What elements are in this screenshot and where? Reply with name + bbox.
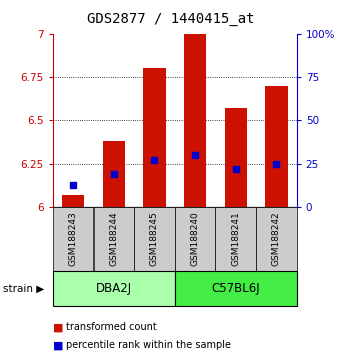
Bar	[224, 108, 247, 207]
Text: GSM188244: GSM188244	[109, 212, 118, 266]
Bar	[93, 207, 134, 271]
Bar	[265, 86, 287, 207]
Text: transformed count: transformed count	[66, 322, 157, 332]
Bar	[62, 195, 84, 207]
Text: GDS2877 / 1440415_at: GDS2877 / 1440415_at	[87, 12, 254, 27]
Bar	[175, 207, 216, 271]
Text: GSM188242: GSM188242	[272, 212, 281, 266]
Bar	[53, 207, 93, 271]
Bar	[143, 68, 166, 207]
Bar	[175, 271, 297, 306]
Text: ■: ■	[53, 322, 63, 332]
Bar	[103, 141, 125, 207]
Text: GSM188241: GSM188241	[231, 212, 240, 266]
Bar	[256, 207, 297, 271]
Text: GSM188240: GSM188240	[191, 212, 199, 266]
Text: ■: ■	[53, 340, 63, 350]
Text: GSM188245: GSM188245	[150, 212, 159, 266]
Bar	[184, 34, 206, 207]
Text: GSM188243: GSM188243	[69, 212, 78, 266]
Text: strain ▶: strain ▶	[3, 284, 45, 293]
Bar	[216, 207, 256, 271]
Text: percentile rank within the sample: percentile rank within the sample	[66, 340, 232, 350]
Text: DBA2J: DBA2J	[96, 282, 132, 295]
Text: C57BL6J: C57BL6J	[211, 282, 260, 295]
Bar	[134, 207, 175, 271]
Bar	[53, 271, 175, 306]
